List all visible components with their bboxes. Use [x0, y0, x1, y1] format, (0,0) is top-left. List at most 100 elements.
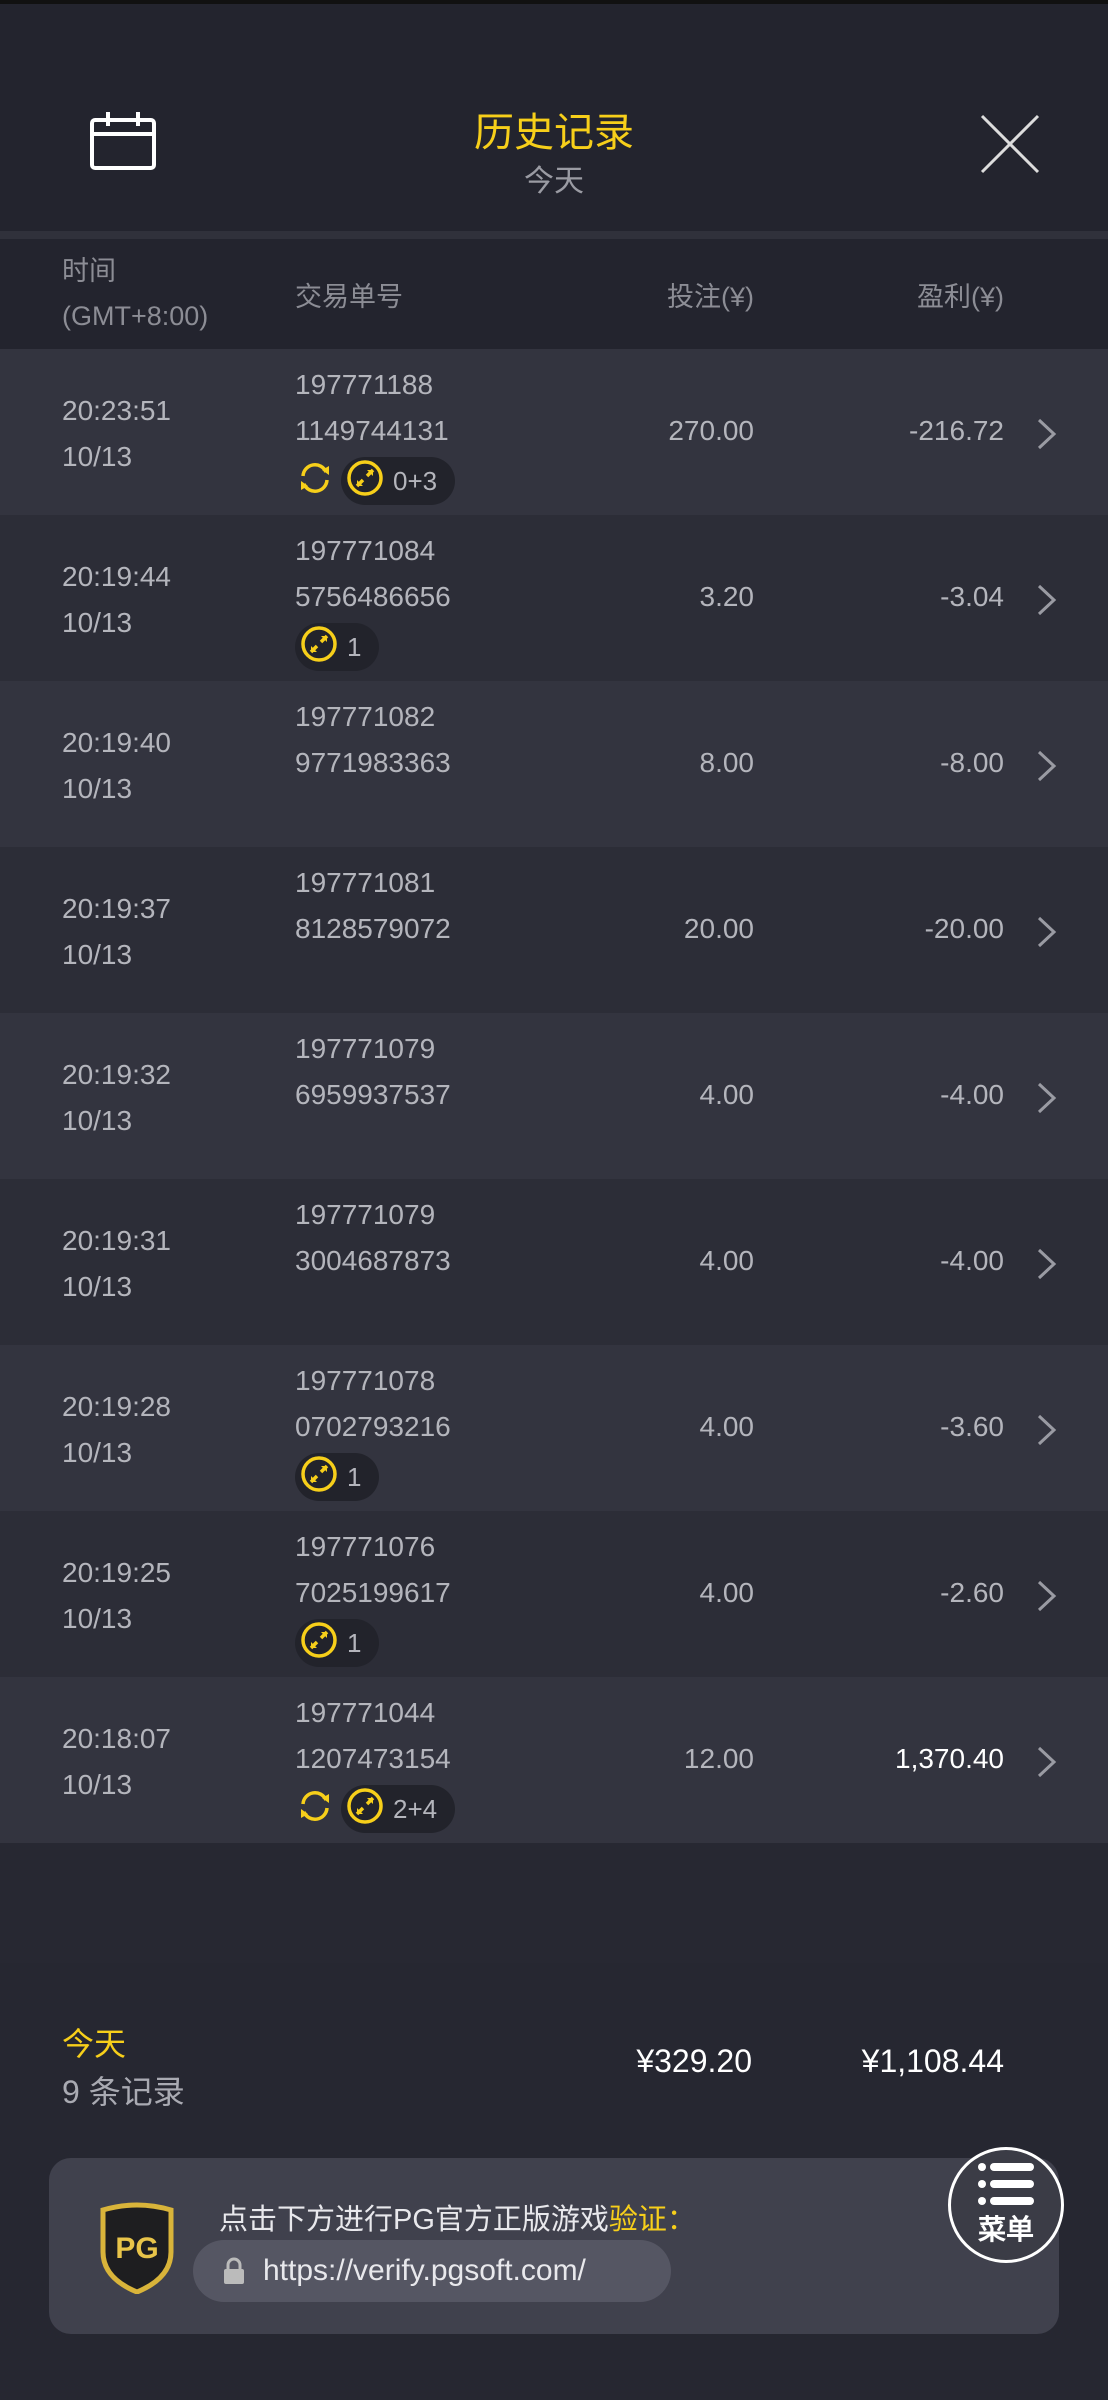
- history-list: 20:23:51 10/13 197771188 1149744131 0+3 270.0…: [0, 349, 1108, 1843]
- table-row[interactable]: 20:19:40 10/13 197771082 9771983363 8.00 -8.0…: [0, 681, 1108, 847]
- respin-icon: [295, 458, 335, 505]
- menu-button[interactable]: 菜单: [948, 2147, 1064, 2263]
- row-date: 10/13: [62, 773, 133, 804]
- table-row[interactable]: 20:23:51 10/13 197771188 1149744131 0+3 270.0…: [0, 349, 1108, 515]
- row-order-id-suffix: 7025199617: [295, 1577, 451, 1608]
- row-order-id-suffix: 9771983363: [295, 747, 451, 778]
- row-order-id: 197771079: [295, 1199, 436, 1230]
- pg-logo-icon: PG: [100, 2202, 174, 2294]
- table-row[interactable]: 20:19:32 10/13 197771079 6959937537 4.00 -4.0…: [0, 1013, 1108, 1179]
- chevron-right-icon[interactable]: [1036, 915, 1058, 949]
- row-order-id: 197771078: [295, 1365, 436, 1396]
- row-bet: 4.00: [699, 1411, 755, 1442]
- row-order-id-suffix: 3004687873: [295, 1245, 451, 1276]
- row-order-id-suffix: 0702793216: [295, 1411, 451, 1442]
- menu-label: 菜单: [977, 2214, 1034, 2245]
- table-row[interactable]: 20:19:31 10/13 197771079 3004687873 4.00 -4.0…: [0, 1179, 1108, 1345]
- table-row[interactable]: 20:19:37 10/13 197771081 8128579072 20.00 -20…: [0, 847, 1108, 1013]
- feature-count: 1: [347, 1627, 362, 1658]
- row-bet: 20.00: [683, 913, 754, 944]
- row-profit: -4.00: [940, 1245, 1004, 1276]
- row-badges: 1: [295, 1619, 380, 1667]
- table-row[interactable]: 20:19:44 10/13 197771084 5756486656 1 3.20 -3.…: [0, 515, 1108, 681]
- free-spin-icon: [345, 458, 385, 505]
- row-profit: -216.72: [909, 415, 1004, 446]
- row-date: 10/13: [62, 1105, 133, 1136]
- date-filter-label: 今天: [524, 165, 584, 198]
- top-bar: 历史记录 今天: [0, 0, 1108, 233]
- verify-url: https://verify.pgsoft.com/: [263, 2254, 586, 2287]
- summary-count: 9 条记录: [62, 2074, 185, 2110]
- verify-text: 点击下方进行PG官方正版游戏验证：: [219, 2196, 696, 2238]
- table-row[interactable]: 20:18:07 10/13 197771044 1207473154 2+4 12.00…: [0, 1677, 1108, 1843]
- row-profit: -20.00: [924, 913, 1004, 944]
- row-time: 20:19:37: [62, 893, 171, 924]
- row-time: 20:19:25: [62, 1557, 171, 1588]
- respin-icon: [295, 1786, 335, 1833]
- summary-total-profit: ¥1,108.44: [861, 2043, 1004, 2079]
- row-time: 20:19:44: [62, 561, 171, 592]
- row-bet: 4.00: [699, 1577, 755, 1608]
- row-bet: 4.00: [699, 1079, 755, 1110]
- row-bet: 3.20: [699, 581, 755, 612]
- row-order-id-suffix: 1207473154: [295, 1743, 451, 1774]
- row-profit: -3.60: [940, 1411, 1004, 1442]
- divider: [0, 231, 1108, 239]
- chevron-right-icon[interactable]: [1036, 417, 1058, 451]
- row-date: 10/13: [62, 1437, 133, 1468]
- row-time: 20:19:28: [62, 1391, 171, 1422]
- row-order-id-suffix: 8128579072: [295, 913, 451, 944]
- verify-url-link[interactable]: https://verify.pgsoft.com/: [193, 2240, 671, 2302]
- summary-period: 今天: [62, 2026, 127, 2062]
- free-spin-icon: [299, 1454, 339, 1501]
- free-spin-icon: [299, 1620, 339, 1667]
- free-spin-icon: [299, 624, 339, 671]
- summary-total-bet: ¥329.20: [636, 2043, 752, 2079]
- column-bet: 投注(¥): [667, 282, 754, 312]
- chevron-right-icon[interactable]: [1036, 1413, 1058, 1447]
- row-time: 20:23:51: [62, 395, 171, 426]
- row-bet: 270.00: [668, 415, 754, 446]
- feature-badge: 1: [295, 623, 380, 671]
- feature-count: 1: [347, 631, 362, 662]
- chevron-right-icon[interactable]: [1036, 583, 1058, 617]
- row-date: 10/13: [62, 1603, 133, 1634]
- feature-count: 1: [347, 1461, 362, 1492]
- chevron-right-icon[interactable]: [1036, 749, 1058, 783]
- feature-badge: 1: [295, 1619, 380, 1667]
- feature-badge: 1: [295, 1453, 380, 1501]
- row-order-id: 197771044: [295, 1697, 436, 1728]
- feature-badge: 2+4: [341, 1785, 456, 1833]
- svg-text:PG: PG: [115, 2232, 158, 2265]
- row-profit: -8.00: [940, 747, 1004, 778]
- page-title: 历史记录: [474, 111, 634, 155]
- row-order-id-suffix: 1149744131: [295, 415, 449, 446]
- table-row[interactable]: 20:19:25 10/13 197771076 7025199617 1 4.00 -2.…: [0, 1511, 1108, 1677]
- row-order-id: 197771081: [295, 867, 436, 898]
- row-badges: 2+4: [295, 1785, 456, 1833]
- row-date: 10/13: [62, 1271, 133, 1302]
- row-order-id: 197771082: [295, 701, 436, 732]
- free-spin-icon: [345, 1786, 385, 1833]
- chevron-right-icon[interactable]: [1036, 1579, 1058, 1613]
- close-icon[interactable]: [978, 112, 1042, 176]
- verify-text-main: 点击下方进行PG官方正版游戏: [219, 2204, 609, 2236]
- row-order-id: 197771188: [295, 369, 434, 400]
- row-badges: 0+3: [295, 457, 456, 505]
- feature-count: 0+3: [393, 465, 438, 496]
- calendar-icon[interactable]: [90, 112, 156, 170]
- row-order-id-suffix: 6959937537: [295, 1079, 451, 1110]
- row-time: 20:19:32: [62, 1059, 171, 1090]
- row-date: 10/13: [62, 939, 133, 970]
- table-row[interactable]: 20:19:28 10/13 197771078 0702793216 1 4.00 -3.…: [0, 1345, 1108, 1511]
- chevron-right-icon[interactable]: [1036, 1745, 1058, 1779]
- feature-badge: 0+3: [341, 457, 456, 505]
- chevron-right-icon[interactable]: [1036, 1081, 1058, 1115]
- row-time: 20:19:31: [62, 1225, 171, 1256]
- table-header: 时间 (GMT+8:00) 交易单号 投注(¥) 盈利(¥): [0, 239, 1108, 349]
- chevron-right-icon[interactable]: [1036, 1247, 1058, 1281]
- column-time: 时间: [62, 256, 116, 286]
- verify-banner: PG 点击下方进行PG官方正版游戏验证： https://verify.pgso…: [49, 2158, 1059, 2334]
- row-bet: 8.00: [699, 747, 755, 778]
- lock-icon: [224, 2257, 244, 2284]
